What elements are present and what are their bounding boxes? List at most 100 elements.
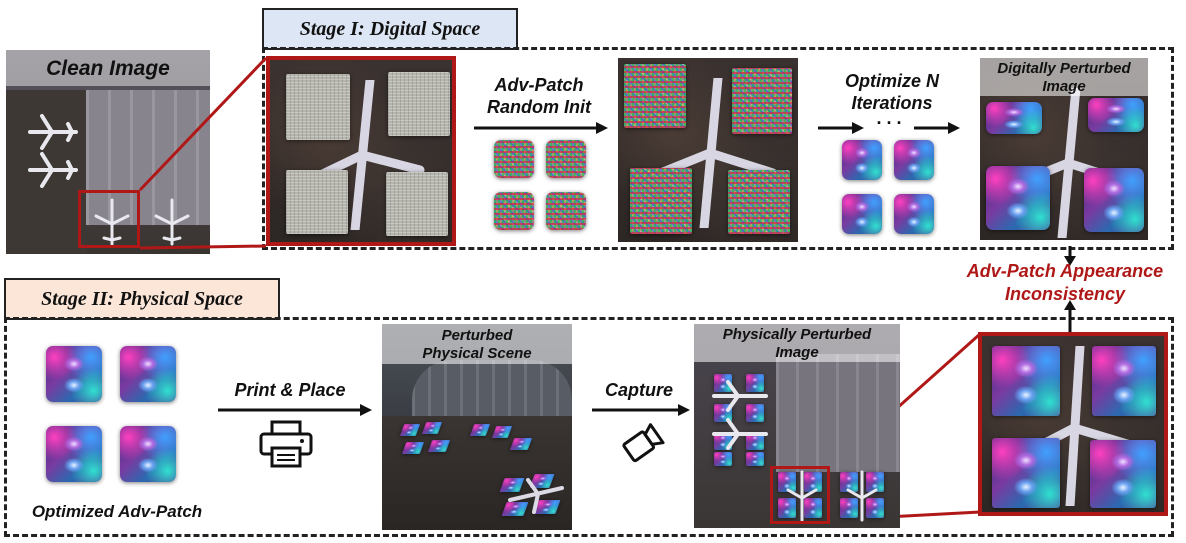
arrow-optimize-left	[818, 122, 864, 134]
arrow-random-init	[474, 122, 608, 134]
adv-patch	[1088, 98, 1144, 132]
noise-patch	[732, 68, 792, 134]
scene-band	[382, 324, 572, 364]
printed-patch	[778, 498, 796, 518]
clean-image-highlight	[78, 190, 140, 248]
optimizing-patch	[894, 194, 934, 234]
hangar-roof	[86, 90, 210, 225]
inconsistency-label: Adv-Patch Appearance Inconsistency	[944, 260, 1186, 306]
gray-patch	[388, 72, 450, 136]
scene-line2: Physical Scene	[422, 345, 532, 362]
optimized-patch	[120, 426, 176, 482]
physical-highlight	[770, 466, 830, 524]
printed-patch	[804, 472, 822, 492]
noise-patch	[494, 192, 534, 230]
gray-patch	[286, 170, 348, 234]
optimized-patch-label: Optimized Adv-Patch	[31, 502, 203, 521]
random-init-line1: Adv-Patch	[494, 75, 584, 95]
scene-label: Perturbed Physical Scene	[382, 327, 572, 363]
clean-image: Clean Image	[6, 50, 210, 254]
printed-patch	[866, 472, 884, 492]
optimize-line2: Iterations	[851, 93, 933, 113]
printed-patch	[746, 452, 764, 466]
noise-initialized-image	[618, 58, 798, 242]
noise-patch	[546, 192, 586, 230]
stage1-label: Stage I: Digital Space	[262, 8, 518, 50]
printed-patch	[778, 472, 796, 492]
inconsistency-line1: Adv-Patch Appearance	[966, 261, 1164, 281]
noise-patch	[546, 140, 586, 178]
gray-patch	[386, 172, 448, 236]
printed-patch	[746, 404, 764, 422]
physical-band	[694, 324, 900, 362]
noise-patch	[624, 64, 686, 128]
optimize-label: Optimize N Iterations	[822, 70, 962, 114]
plane-icon	[712, 418, 768, 450]
plane-icon	[154, 198, 190, 246]
printed-patch	[1092, 346, 1156, 416]
clean-image-band	[6, 50, 210, 86]
plane-icon	[28, 114, 78, 150]
inconsistency-line2: Inconsistency	[1004, 284, 1126, 304]
physical-label: Physically Perturbed Image	[694, 326, 900, 362]
hangar-roof	[776, 354, 900, 472]
printed-patch	[866, 498, 884, 518]
physical-line2: Image	[775, 344, 819, 361]
arrow-print-place	[218, 404, 372, 416]
optimized-patch	[46, 426, 102, 482]
physical-line1: Physically Perturbed	[722, 326, 872, 343]
inconsistency-arrows	[1064, 246, 1076, 334]
digital-label: Digitally Perturbed Image	[980, 60, 1148, 96]
stage2-box	[4, 317, 1174, 537]
stage1-label-text: Stage I: Digital Space	[299, 17, 481, 40]
arrow-optimize-right	[914, 122, 960, 134]
arrow-capture	[592, 404, 690, 416]
printed-patch	[840, 472, 858, 492]
hangar-building	[412, 360, 572, 416]
random-init-line2: Random Init	[487, 97, 591, 117]
optimizing-patch	[842, 194, 882, 234]
zoomed-clean-crop	[266, 56, 456, 246]
printed-patch	[714, 452, 732, 466]
digital-line2: Image	[1042, 78, 1086, 95]
printed-patch	[840, 498, 858, 518]
printed-patch	[992, 346, 1060, 416]
optimize-dots: . . .	[876, 108, 902, 128]
printer-icon	[259, 420, 313, 468]
camera-icon	[622, 423, 665, 463]
random-init-label: Adv-Patch Random Init	[468, 74, 610, 118]
digital-line1: Digitally Perturbed	[997, 60, 1131, 77]
plane-icon	[846, 470, 878, 522]
printed-patch	[1090, 440, 1156, 508]
scene-line1: Perturbed	[441, 327, 513, 344]
optimizing-patch	[894, 140, 934, 180]
noise-patch	[494, 140, 534, 178]
noise-patch	[728, 170, 790, 234]
physically-perturbed-image: Physically Perturbed Image	[694, 324, 900, 528]
adv-patch	[986, 166, 1050, 230]
plane-icon	[712, 380, 768, 412]
plane-icon	[786, 470, 818, 522]
printed-patch	[804, 498, 822, 518]
stage1-box	[262, 47, 1174, 250]
optimized-patch	[120, 346, 176, 402]
gray-patch	[286, 74, 350, 140]
plane-icon	[28, 152, 78, 188]
optimized-patch	[46, 346, 102, 402]
clean-image-label: Clean Image	[46, 57, 170, 80]
plane-icon	[94, 198, 130, 246]
optimize-line1: Optimize N	[844, 71, 939, 91]
printed-patch	[992, 438, 1060, 508]
noise-patch	[630, 168, 692, 234]
print-place-label: Print & Place	[234, 380, 346, 400]
digital-band	[980, 58, 1148, 96]
optimizing-patch	[842, 140, 882, 180]
stage2-label-text: Stage II: Physical Space	[41, 287, 243, 310]
digitally-perturbed-image: Digitally Perturbed Image	[980, 58, 1148, 240]
printed-patch	[746, 374, 764, 392]
capture-label: Capture	[604, 380, 673, 400]
printed-patch	[746, 432, 764, 450]
adv-patch	[986, 102, 1042, 134]
zoomed-physical-crop	[978, 332, 1168, 516]
adv-patch	[1084, 168, 1144, 232]
